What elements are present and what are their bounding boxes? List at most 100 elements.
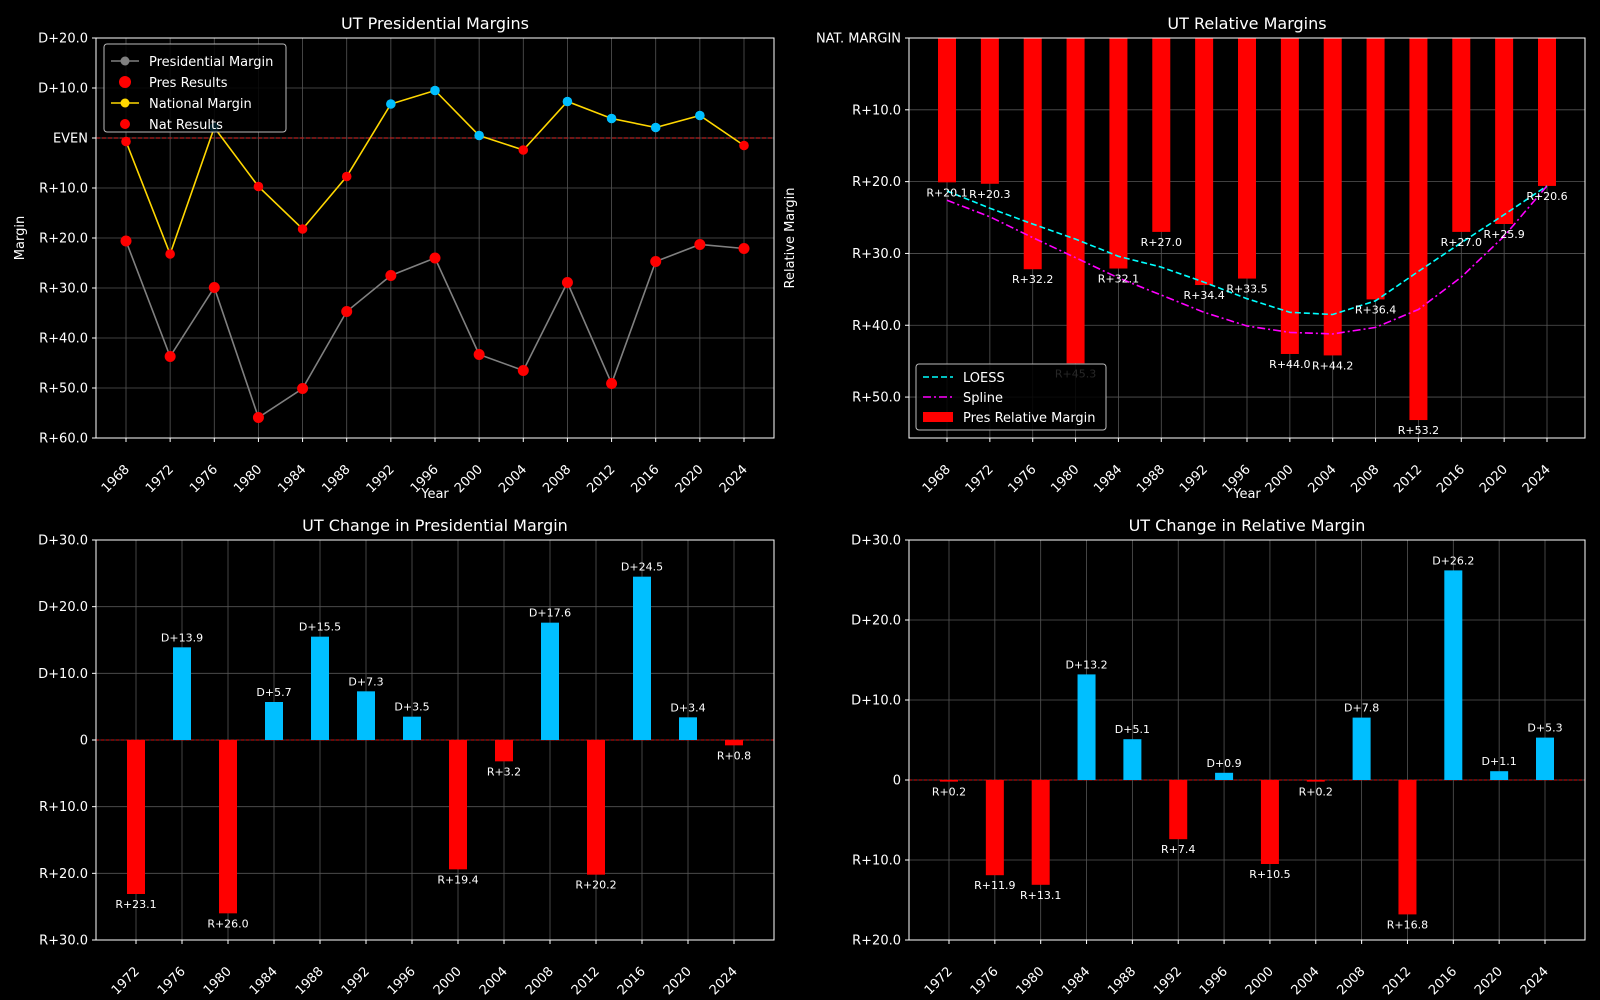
- bar-value-label: R+13.1: [1020, 889, 1061, 902]
- y-tick-label: 0: [80, 734, 88, 749]
- change-bar: [940, 780, 958, 782]
- y-tick-label: R+10.0: [39, 800, 88, 815]
- bar-value-label: R+34.4: [1183, 289, 1224, 302]
- bar-value-label: R+33.5: [1226, 283, 1267, 296]
- bar-value-label: R+23.1: [115, 898, 156, 911]
- relative-margin-bar: [1109, 38, 1128, 269]
- legend-dot-swatch: [119, 76, 131, 88]
- legend-label: Pres Relative Margin: [963, 411, 1096, 426]
- chart-title: UT Relative Margins: [1167, 14, 1326, 33]
- y-tick-label: R+10.0: [39, 182, 88, 197]
- y-tick-label: R+60.0: [39, 432, 88, 447]
- bar-value-label: R+44.0: [1269, 358, 1310, 371]
- change-bar: [1352, 717, 1371, 780]
- relative-margin-bar: [1409, 38, 1428, 421]
- bar-value-label: D+0.9: [1206, 757, 1241, 770]
- change-bar: [311, 636, 329, 740]
- bar-value-label: R+25.9: [1483, 228, 1524, 241]
- bar-value-label: D+3.4: [670, 701, 705, 714]
- relative-margin-bar: [1195, 38, 1214, 286]
- bar-value-label: D+1.1: [1482, 755, 1517, 768]
- y-tick-label: R+20.0: [39, 867, 88, 882]
- bar-value-label: R+32.2: [1012, 273, 1053, 286]
- relative-margin-bar: [1066, 38, 1085, 364]
- y-tick-label: 0: [893, 774, 901, 789]
- y-axis-label: Relative Margin: [783, 188, 798, 289]
- legend-label: Spline: [963, 391, 1003, 406]
- y-tick-label: R+30.0: [39, 934, 88, 949]
- y-tick-label: R+10.0: [852, 103, 901, 118]
- change-bar: [985, 780, 1004, 876]
- nat-result-point: [253, 181, 264, 192]
- y-tick-label: D+10.0: [38, 667, 88, 682]
- plot-border: [95, 539, 775, 941]
- bar-value-label: R+53.2: [1398, 424, 1439, 437]
- bar-value-label: R+0.2: [1299, 786, 1333, 799]
- change-bar: [357, 691, 375, 740]
- change-bar: [1260, 780, 1279, 864]
- y-axis-label: Margin: [13, 216, 28, 260]
- bar-value-label: R+7.4: [1161, 843, 1195, 856]
- change-bar: [403, 716, 421, 740]
- legend-label: LOESS: [963, 371, 1005, 386]
- bar-value-label: D+15.5: [299, 621, 341, 634]
- loess-line: [946, 185, 1548, 316]
- y-tick-label: R+20.0: [39, 232, 88, 247]
- chart-4: UT Change in Relative Margin D+30.0 D+20.0…: [851, 516, 1586, 998]
- y-tick-label: R+50.0: [39, 382, 88, 397]
- y-tick-label: R+40.0: [852, 319, 901, 334]
- nat-result-point: [606, 113, 617, 124]
- bar-value-label: D+17.6: [529, 607, 571, 620]
- nat-result-point: [297, 224, 308, 234]
- bar-value-label: R+0.8: [717, 749, 751, 762]
- bar-value-label: D+5.1: [1115, 723, 1150, 736]
- legend: LOESS Spline Pres Relative Margin: [915, 363, 1107, 431]
- change-bar: [265, 702, 283, 740]
- change-bar: [173, 647, 191, 740]
- bar-value-label: R+3.2: [487, 765, 521, 778]
- legend-dot-swatch: [120, 119, 130, 129]
- chart-title: UT Change in Relative Margin: [1129, 516, 1366, 535]
- pres-result-point: [385, 270, 397, 281]
- change-bar: [219, 740, 237, 914]
- bar-value-label: R+32.1: [1098, 273, 1139, 286]
- x-axis-label: Year: [420, 487, 449, 502]
- bar-value-label: R+19.4: [437, 873, 478, 886]
- y-tick-label: R+20.0: [852, 175, 901, 190]
- change-bar: [1215, 772, 1234, 780]
- y-tick-label: NAT. MARGIN: [816, 32, 901, 47]
- nat-result-point: [165, 249, 175, 259]
- y-tick-label: R+30.0: [852, 247, 901, 262]
- pres-result-point: [164, 351, 176, 362]
- nat-result-point: [650, 122, 661, 133]
- y-tick-label: R+40.0: [39, 332, 88, 347]
- change-bar: [1077, 674, 1096, 780]
- bar-value-label: D+3.5: [394, 701, 429, 714]
- nat-result-point: [518, 145, 529, 155]
- bar-value-label: D+5.7: [256, 686, 291, 699]
- nat-result-point: [562, 96, 573, 107]
- pres-result-point: [473, 349, 485, 360]
- bar-value-label: R+20.2: [575, 879, 616, 892]
- relative-margin-bar: [1495, 38, 1514, 224]
- pres-result-point: [252, 412, 264, 423]
- legend-label: Presidential Margin: [149, 55, 273, 70]
- change-bar: [587, 740, 605, 875]
- change-bar: [1306, 780, 1325, 782]
- change-bar: [1536, 737, 1554, 780]
- bar-value-label: R+20.6: [1526, 190, 1567, 203]
- legend-label: National Margin: [149, 97, 252, 112]
- bar-value-label: R+27.0: [1441, 236, 1482, 249]
- plot-border: [95, 37, 775, 439]
- bar-value-label: D+24.5: [621, 561, 663, 574]
- y-tick-label: D+10.0: [851, 694, 901, 709]
- legend-label: Pres Results: [149, 76, 228, 91]
- relative-margin-bar: [1323, 38, 1342, 356]
- y-tick-label: R+10.0: [852, 854, 901, 869]
- legend-label: Nat Results: [149, 118, 223, 133]
- bar-value-label: R+20.3: [969, 188, 1010, 201]
- change-bar: [1123, 739, 1142, 780]
- bar-value-label: D+13.2: [1065, 658, 1107, 671]
- change-bar: [1031, 780, 1050, 885]
- y-tick-label: EVEN: [53, 132, 88, 147]
